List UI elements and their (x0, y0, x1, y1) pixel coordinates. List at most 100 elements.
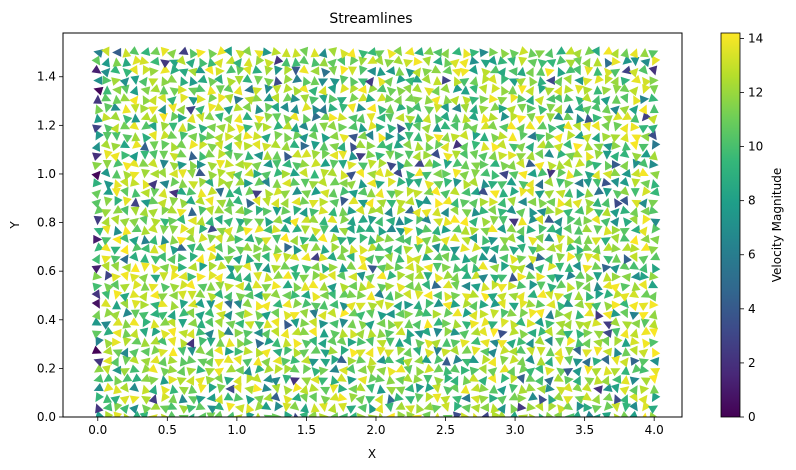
colorbar-frame (720, 32, 741, 418)
arrow-mark (529, 76, 538, 87)
arrow-mark (376, 199, 387, 208)
arrow-mark (101, 289, 111, 300)
arrow-mark (395, 326, 406, 336)
arrow-mark (412, 74, 423, 83)
arrow-mark (406, 328, 415, 339)
arrow-mark (650, 367, 661, 377)
arrow-mark (122, 319, 132, 329)
arrow-mark (186, 338, 195, 349)
arrow-mark (430, 148, 441, 159)
arrow-mark (252, 87, 263, 96)
arrow-mark (347, 103, 357, 113)
arrow-mark (223, 205, 233, 216)
arrow-mark (470, 162, 481, 171)
arrow-mark (310, 66, 320, 76)
arrow-mark (591, 413, 601, 417)
arrow-mark (237, 338, 246, 349)
arrow-mark (161, 392, 171, 403)
arrow-mark (499, 242, 510, 251)
arrow-mark (621, 337, 631, 347)
arrow-mark (491, 133, 501, 143)
arrow-mark (91, 141, 101, 152)
arrow-mark (629, 328, 639, 339)
arrow-mark (169, 264, 180, 274)
arrow-mark (251, 161, 262, 171)
arrow-mark (187, 318, 198, 328)
arrow-mark (422, 113, 431, 124)
arrow-mark (140, 373, 151, 382)
arrow-mark (565, 59, 576, 68)
arrow-mark (160, 59, 171, 69)
arrow-mark (140, 281, 150, 291)
arrow-mark (93, 86, 104, 96)
colorbar-tick-label: 14 (748, 31, 763, 45)
arrow-mark (195, 65, 206, 74)
arrow-mark (497, 96, 508, 106)
arrow-mark (261, 329, 271, 340)
arrow-mark (208, 261, 217, 272)
arrow-mark (176, 242, 187, 251)
arrow-mark (208, 102, 217, 113)
arrow-mark (318, 366, 329, 376)
arrow-mark (623, 254, 632, 265)
arrow-mark (508, 292, 519, 302)
arrow-mark (640, 206, 650, 216)
arrow-mark (591, 94, 601, 105)
arrow-mark (366, 103, 377, 113)
arrow-mark (122, 328, 132, 339)
arrow-mark (214, 132, 224, 143)
arrow-mark (319, 272, 329, 282)
arrow-mark (574, 290, 584, 301)
arrow-mark (507, 151, 518, 161)
arrow-mark (431, 85, 440, 96)
arrow-mark (472, 130, 481, 141)
arrow-mark (444, 291, 453, 302)
arrow-mark (576, 401, 585, 412)
arrow-mark (101, 321, 112, 330)
arrow-mark (544, 289, 554, 300)
arrow-mark (478, 152, 488, 162)
arrow-mark (468, 300, 478, 311)
arrow-mark (149, 67, 159, 77)
arrow-mark (141, 384, 151, 395)
arrow-mark (489, 215, 499, 226)
arrow-mark (620, 365, 630, 376)
arrow-mark (497, 284, 508, 293)
arrow-mark (346, 261, 357, 270)
x-axis-label: X (368, 447, 376, 461)
arrow-mark (91, 298, 100, 309)
arrow-mark (160, 282, 171, 293)
arrow-mark (517, 216, 527, 226)
arrow-mark (346, 236, 357, 246)
y-tick-label: 0.2 (37, 361, 56, 375)
arrow-mark (281, 206, 291, 215)
arrow-mark (123, 196, 132, 207)
arrow-mark (481, 281, 490, 292)
arrow-mark (553, 104, 562, 115)
arrow-mark (320, 244, 330, 255)
arrow-mark (271, 264, 282, 274)
arrow-mark (112, 85, 122, 95)
arrow-mark (639, 364, 650, 374)
arrow-mark (591, 102, 601, 112)
arrow-mark (282, 270, 293, 279)
arrow-mark (640, 289, 651, 298)
arrow-mark (283, 385, 293, 396)
arrow-mark (554, 292, 565, 302)
arrow-mark (610, 105, 620, 115)
arrow-mark (234, 365, 244, 375)
arrow-mark (462, 298, 472, 309)
arrow-mark (331, 354, 340, 365)
arrow-mark (273, 244, 283, 255)
arrow-mark (93, 49, 104, 58)
arrow-mark (327, 167, 338, 177)
arrow-mark (283, 252, 292, 263)
arrow-mark (415, 226, 425, 237)
arrow-mark (129, 348, 139, 358)
arrow-mark (367, 265, 378, 274)
arrow-mark (638, 263, 648, 274)
arrow-mark (338, 178, 348, 188)
arrow-mark (110, 111, 121, 121)
x-tick-label: 3.0 (506, 423, 525, 437)
arrow-mark (346, 363, 356, 374)
